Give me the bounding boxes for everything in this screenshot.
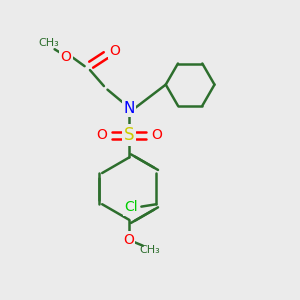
Text: Cl: Cl [124, 200, 138, 214]
Text: O: O [96, 128, 107, 142]
Text: S: S [124, 126, 134, 144]
Text: O: O [123, 233, 134, 247]
Text: N: N [124, 101, 135, 116]
Text: CH₃: CH₃ [140, 245, 160, 255]
Text: O: O [109, 44, 120, 58]
Text: O: O [60, 50, 71, 64]
Text: CH₃: CH₃ [38, 38, 59, 48]
Text: O: O [152, 128, 162, 142]
